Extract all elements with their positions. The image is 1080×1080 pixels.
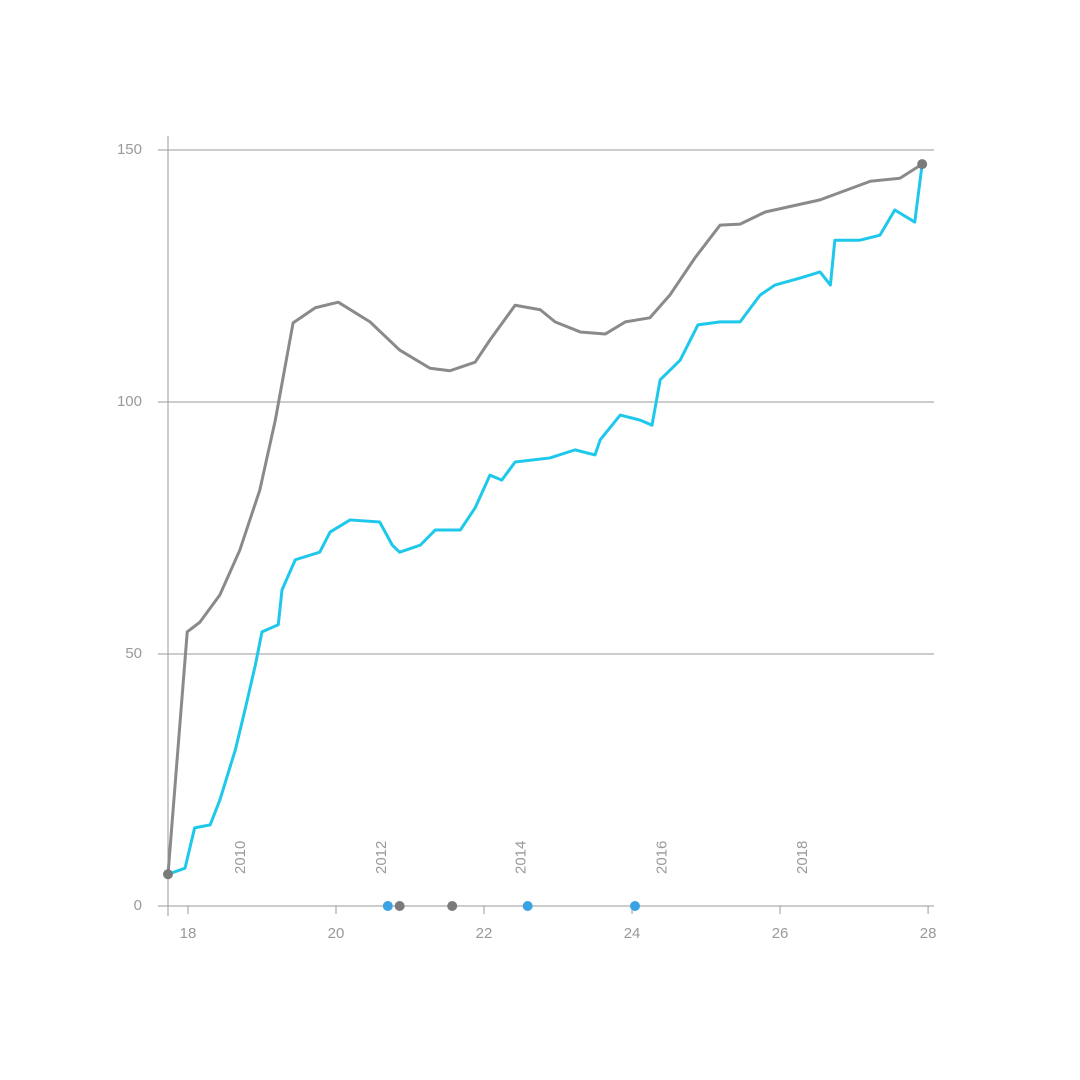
year-annotation: 2016	[653, 841, 670, 874]
y-tick-label: 0	[134, 897, 142, 914]
x-tick-label: 18	[180, 925, 197, 942]
year-annotation: 2014	[513, 841, 530, 874]
y-tick-label: 50	[125, 645, 142, 662]
marker-dot	[522, 901, 533, 911]
marker-dot	[447, 901, 458, 911]
year-annotation: 2010	[232, 841, 249, 874]
year-annotation: 2018	[794, 841, 811, 874]
marker-dot	[394, 901, 405, 911]
x-tick-label: 26	[772, 925, 789, 942]
y-tick-label: 150	[117, 141, 142, 158]
x-tick-label: 24	[624, 925, 641, 942]
x-tick-label: 20	[328, 925, 345, 942]
y-tick-label: 100	[117, 393, 142, 410]
x-tick-label: 28	[920, 925, 937, 942]
series-line	[166, 162, 923, 875]
marker-dot	[917, 159, 928, 170]
marker-dot	[630, 901, 641, 911]
series-line	[167, 163, 924, 876]
marker-dot	[382, 901, 393, 911]
x-tick-label: 22	[476, 925, 493, 942]
marker-dot	[163, 869, 173, 880]
year-annotation: 2012	[373, 841, 390, 874]
